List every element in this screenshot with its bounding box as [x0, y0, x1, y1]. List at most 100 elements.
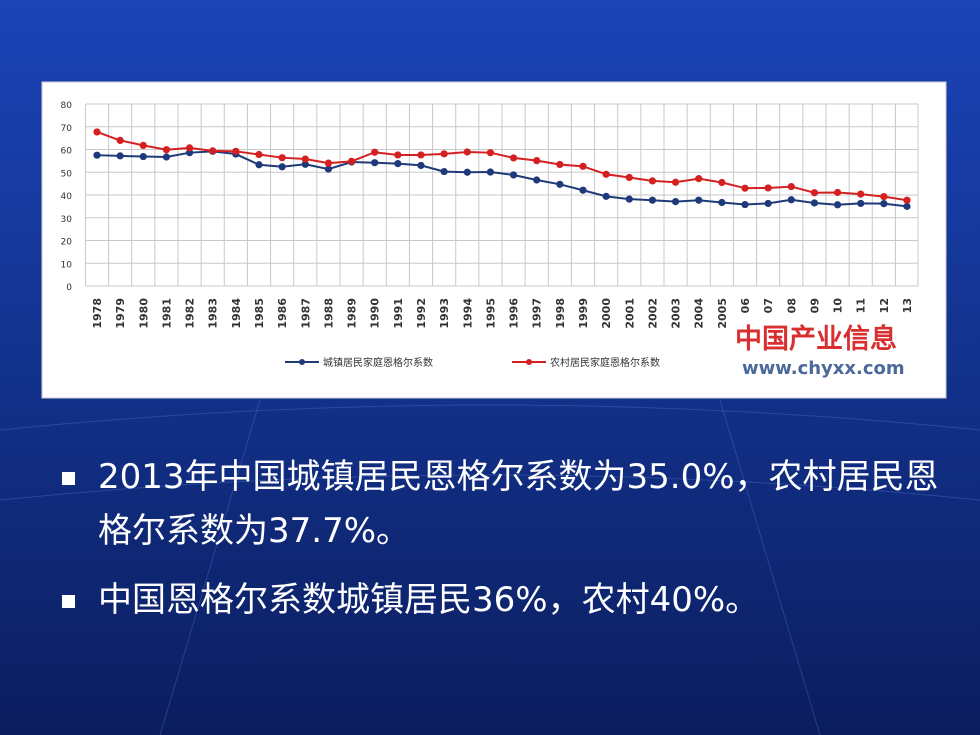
series-line [96, 150, 908, 208]
data-point [741, 200, 749, 209]
bullet: 2013年中国城镇居民恩格尔系数为35.0%，农村居民恩格尔系数为37.7%。 [62, 450, 942, 558]
y-tick-label: 40 [61, 192, 73, 202]
data-point [139, 141, 147, 150]
y-tick-label: 70 [61, 124, 73, 134]
x-tick-label: 1996 [508, 298, 521, 329]
legend-marker [526, 359, 532, 365]
data-point [278, 163, 286, 171]
data-point [556, 160, 564, 169]
data-point [602, 170, 610, 178]
bullet-text: 中国恩格尔系数城镇居民36%，农村40%。 [98, 580, 760, 620]
legend-label: 农村居民家庭恩格尔系数 [550, 356, 660, 369]
x-tick-label: 2000 [600, 298, 613, 329]
y-tick-label: 20 [61, 238, 73, 248]
x-tick-label: 2004 [693, 298, 706, 329]
data-point [301, 155, 309, 163]
data-point [833, 201, 842, 209]
data-point [278, 154, 286, 162]
background-lines [0, 399, 980, 735]
data-point [162, 146, 171, 154]
data-point [255, 150, 263, 159]
data-point [486, 149, 495, 157]
data-point [509, 171, 518, 179]
data-point [880, 192, 888, 201]
data-point [741, 184, 749, 192]
data-point [671, 197, 680, 206]
data-point [440, 167, 448, 176]
x-tick-label: 1979 [114, 298, 127, 329]
legend-label: 城镇居民家庭恩格尔系数 [323, 356, 433, 369]
data-point [301, 160, 309, 168]
data-point [810, 199, 819, 207]
data-point [209, 147, 217, 155]
y-tick-label: 60 [61, 147, 73, 157]
data-point [509, 154, 518, 162]
data-point [625, 195, 633, 203]
data-point [324, 165, 333, 173]
y-tick-label: 30 [61, 215, 73, 225]
data-point [718, 198, 726, 207]
data-point [579, 186, 587, 194]
data-point [371, 159, 379, 167]
data-point [394, 160, 402, 168]
data-point [463, 148, 471, 156]
x-tick-label: 1990 [369, 298, 382, 329]
x-tick-label: 1986 [276, 298, 289, 329]
bullet: 中国恩格尔系数城镇居民36%，农村40%。 [62, 573, 942, 627]
data-point [695, 175, 703, 183]
source-url: www.chyxx.com [742, 358, 905, 379]
data-point [648, 177, 657, 185]
y-tick-label: 0 [66, 283, 72, 293]
data-point [903, 196, 911, 204]
x-tick-label: 1987 [299, 298, 312, 329]
x-tick-label: 1980 [137, 298, 150, 329]
data-point [695, 196, 703, 204]
data-point [764, 184, 772, 192]
data-point [116, 136, 124, 144]
data-point [255, 161, 263, 169]
data-point [556, 180, 564, 188]
x-tick-label: 09 [808, 298, 821, 313]
x-tick-label: 1983 [207, 298, 220, 329]
data-point [417, 151, 425, 159]
data-point [139, 152, 147, 161]
data-point [833, 188, 842, 197]
data-point [185, 144, 194, 152]
x-tick-label: 1989 [346, 298, 359, 329]
x-tick-label: 1997 [531, 298, 544, 329]
x-tick-label: 07 [762, 298, 775, 313]
data-point [602, 192, 610, 200]
x-tick-label: 06 [739, 298, 752, 314]
data-point [787, 196, 795, 204]
x-tick-label: 13 [901, 298, 914, 313]
data-point [880, 200, 888, 208]
x-tick-label: 1993 [438, 298, 451, 329]
data-point [324, 159, 333, 167]
y-tick-label: 80 [61, 101, 73, 111]
data-point [533, 157, 541, 165]
x-tick-label: 11 [855, 298, 868, 313]
x-tick-label: 1985 [253, 298, 266, 329]
data-point [440, 150, 448, 158]
data-point [810, 189, 819, 197]
x-tick-label: 08 [785, 298, 798, 313]
x-tick-label: 2002 [646, 298, 659, 329]
data-point [625, 173, 633, 182]
data-point [857, 190, 865, 198]
data-point [579, 162, 587, 170]
bullet-text: 2013年中国城镇居民恩格尔系数为35.0%，农村居民恩格尔系数为37.7%。 [98, 457, 939, 551]
data-point [648, 196, 657, 204]
data-point [671, 178, 680, 186]
data-point [718, 178, 726, 187]
data-point [116, 152, 124, 160]
x-tick-label: 1999 [577, 298, 590, 329]
data-point [486, 168, 495, 176]
series-line [96, 131, 908, 202]
data-point [417, 161, 425, 170]
x-tick-label: 12 [878, 298, 891, 313]
x-tick-label: 1981 [160, 298, 173, 329]
watermark: 中国产业信息 [735, 323, 897, 355]
data-point [232, 147, 240, 155]
